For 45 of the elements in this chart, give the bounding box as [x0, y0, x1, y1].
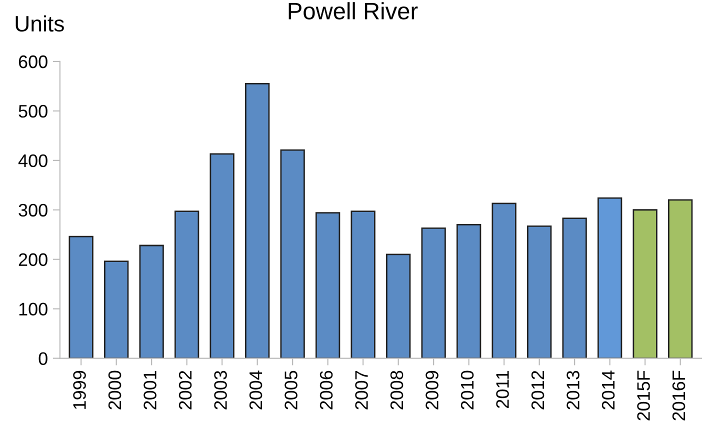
bar	[68, 236, 94, 358]
x-tick-label: 2003	[214, 370, 227, 410]
chart-title: Powell River	[288, 2, 418, 20]
y-tick-label: 100	[19, 302, 48, 316]
x-tick-label: 2016F	[672, 370, 686, 420]
y-tick-label: 400	[18, 154, 48, 168]
x-tick-label: 2005	[284, 370, 298, 410]
x-tick-label: 2010	[460, 370, 474, 410]
bar	[632, 209, 658, 358]
bar	[280, 149, 305, 358]
bar	[210, 153, 234, 358]
bar	[421, 227, 446, 358]
y-axis-title: Units	[16, 15, 64, 32]
x-tick-label: 2015F	[637, 370, 650, 420]
bar	[597, 197, 622, 358]
x-tick-label: 1999	[73, 370, 86, 409]
x-tick-label: 2004	[249, 370, 262, 410]
bar	[315, 212, 340, 358]
bar	[244, 83, 270, 358]
x-tick-label: 2011	[496, 370, 509, 408]
x-tick-label: 2007	[355, 370, 368, 410]
y-tick-label: 500	[18, 104, 48, 118]
bar	[139, 244, 164, 358]
y-tick-label: 300	[18, 204, 48, 217]
x-tick-label: 2009	[426, 370, 438, 410]
bar	[492, 202, 516, 358]
x-tick-label: 2001	[144, 370, 156, 410]
x-tick-label: 2012	[531, 370, 544, 410]
y-tick-label: 600	[18, 55, 48, 68]
y-tick-label: 200	[18, 253, 48, 266]
x-tick-label: 2000	[108, 370, 122, 410]
x-tick-label: 2002	[178, 370, 192, 410]
bar	[562, 218, 587, 358]
x-tick-label: 2008	[390, 370, 404, 410]
x-tick-label: 2013	[566, 370, 580, 410]
bar	[350, 210, 376, 358]
x-tick-label: 2006	[320, 370, 333, 410]
x-tick-label: 2014	[602, 370, 615, 410]
y-tick-label: 0	[38, 352, 48, 365]
bar	[668, 199, 693, 358]
bar	[174, 210, 200, 358]
bar	[104, 260, 129, 358]
bar	[456, 224, 482, 358]
bar	[386, 254, 411, 358]
bar	[526, 226, 552, 358]
